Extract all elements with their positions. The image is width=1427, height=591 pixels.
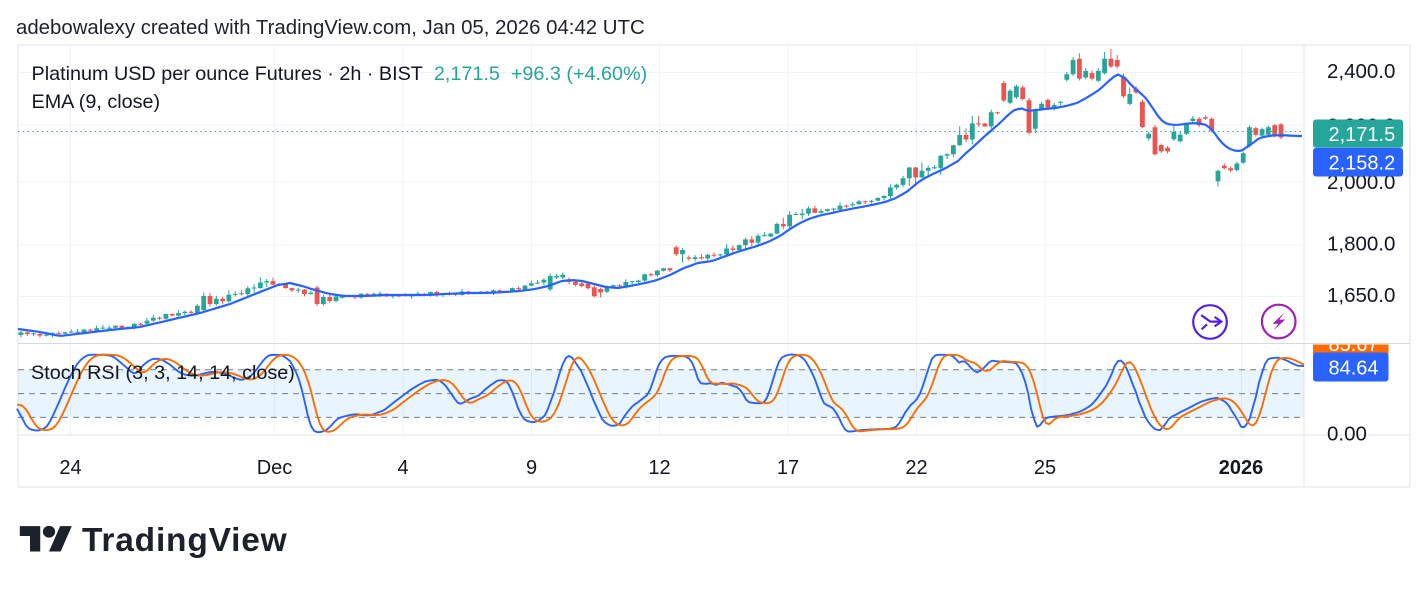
svg-text:TradingView: TradingView bbox=[82, 522, 288, 559]
svg-text:1,650.0: 1,650.0 bbox=[1327, 284, 1395, 307]
svg-text:9: 9 bbox=[526, 457, 537, 479]
svg-text:84.64: 84.64 bbox=[1329, 357, 1379, 379]
svg-text:24: 24 bbox=[59, 457, 81, 479]
svg-text:4: 4 bbox=[397, 457, 408, 479]
svg-text:2026: 2026 bbox=[1219, 457, 1264, 479]
svg-text:2,158.2: 2,158.2 bbox=[1329, 153, 1396, 175]
svg-text:Dec: Dec bbox=[257, 457, 293, 479]
svg-text:25: 25 bbox=[1034, 457, 1056, 479]
svg-text:22: 22 bbox=[905, 457, 927, 479]
svg-text:85.67: 85.67 bbox=[1329, 334, 1379, 356]
svg-text:0.00: 0.00 bbox=[1327, 422, 1367, 445]
svg-text:17: 17 bbox=[777, 457, 799, 479]
svg-text:Platinum USD per ounce Futures: Platinum USD per ounce Futures · 2h · BI… bbox=[32, 63, 648, 85]
svg-text:2,000.0: 2,000.0 bbox=[1327, 171, 1395, 194]
svg-text:1,800.0: 1,800.0 bbox=[1327, 232, 1395, 255]
svg-text:2,171.5: 2,171.5 bbox=[1329, 124, 1396, 146]
svg-text:EMA (9, close): EMA (9, close) bbox=[32, 91, 161, 113]
svg-text:12: 12 bbox=[648, 457, 670, 479]
svg-text:adebowalexy created with Tradi: adebowalexy created with TradingView.com… bbox=[16, 17, 645, 39]
svg-text:2,400.0: 2,400.0 bbox=[1327, 60, 1395, 83]
svg-text:Stoch RSI (3, 3, 14, 14, close: Stoch RSI (3, 3, 14, 14, close) bbox=[31, 362, 295, 384]
